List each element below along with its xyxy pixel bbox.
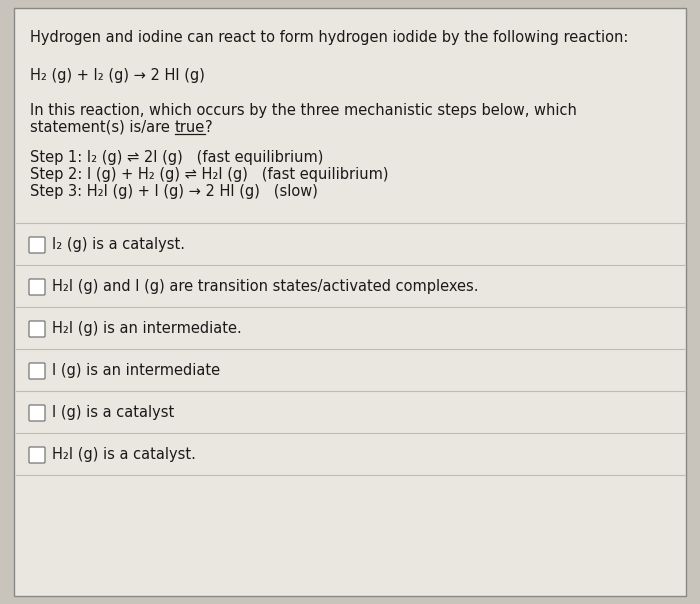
Text: H₂I (g) and I (g) are transition states/activated complexes.: H₂I (g) and I (g) are transition states/… bbox=[52, 280, 479, 295]
Text: statement(s) is/are: statement(s) is/are bbox=[30, 120, 174, 135]
Text: H₂ (g) + I₂ (g) → 2 HI (g): H₂ (g) + I₂ (g) → 2 HI (g) bbox=[30, 68, 205, 83]
FancyBboxPatch shape bbox=[29, 363, 45, 379]
Text: Step 1: I₂ (g) ⇌ 2I (g)   (fast equilibrium): Step 1: I₂ (g) ⇌ 2I (g) (fast equilibriu… bbox=[30, 150, 323, 165]
Text: I (g) is a catalyst: I (g) is a catalyst bbox=[52, 405, 174, 420]
Text: I (g) is an intermediate: I (g) is an intermediate bbox=[52, 364, 220, 379]
FancyBboxPatch shape bbox=[29, 405, 45, 421]
Text: Step 2: I (g) + H₂ (g) ⇌ H₂I (g)   (fast equilibrium): Step 2: I (g) + H₂ (g) ⇌ H₂I (g) (fast e… bbox=[30, 167, 389, 182]
FancyBboxPatch shape bbox=[29, 447, 45, 463]
Text: Hydrogen and iodine can react to form hydrogen iodide by the following reaction:: Hydrogen and iodine can react to form hy… bbox=[30, 30, 629, 45]
Text: H₂I (g) is a catalyst.: H₂I (g) is a catalyst. bbox=[52, 448, 196, 463]
Text: H₂I (g) is an intermediate.: H₂I (g) is an intermediate. bbox=[52, 321, 241, 336]
FancyBboxPatch shape bbox=[29, 321, 45, 337]
Text: true: true bbox=[174, 120, 204, 135]
FancyBboxPatch shape bbox=[29, 237, 45, 253]
FancyBboxPatch shape bbox=[29, 279, 45, 295]
Text: I₂ (g) is a catalyst.: I₂ (g) is a catalyst. bbox=[52, 237, 185, 252]
Text: Step 3: H₂I (g) + I (g) → 2 HI (g)   (slow): Step 3: H₂I (g) + I (g) → 2 HI (g) (slow… bbox=[30, 184, 318, 199]
Text: In this reaction, which occurs by the three mechanistic steps below, which: In this reaction, which occurs by the th… bbox=[30, 103, 577, 118]
Text: ?: ? bbox=[204, 120, 212, 135]
